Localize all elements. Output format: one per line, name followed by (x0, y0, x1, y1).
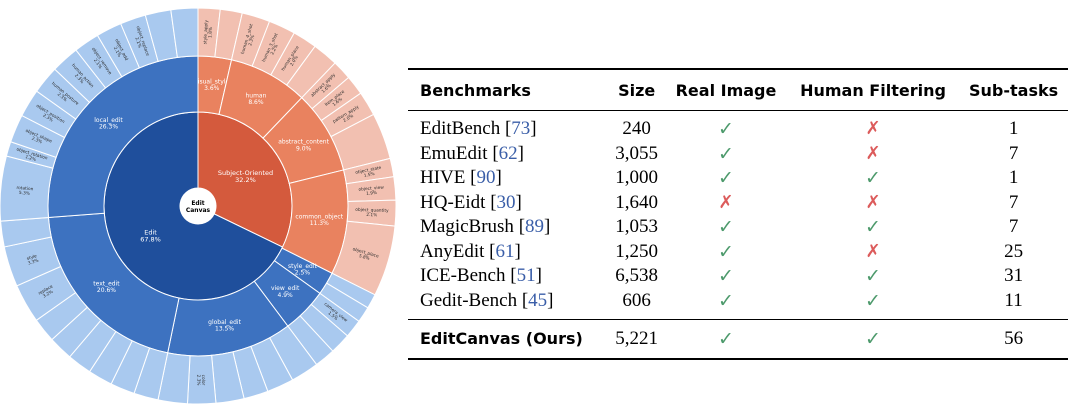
table-row: EditBench [73] 240 ✓ ✗ 1 (408, 111, 1068, 142)
sub-tasks-cell: 7 (1008, 216, 1019, 238)
table-row: Gedit-Bench [45] 606 ✓ ✓ 11 (408, 289, 1068, 320)
sub-tasks-cell: 56 (959, 319, 1068, 360)
segment-label-text-edit: text_edit 20.6% (93, 280, 120, 294)
real-image-cell: ✓ (718, 265, 734, 288)
segment-label-style: style3.3% (26, 253, 40, 267)
table-row: HQ-Eidt [30] 1,640 ✗ ✗ 7 (408, 191, 1068, 216)
real-image-cell: ✓ (665, 319, 787, 360)
ours-row: EditCanvas (Ours) 5,221 ✓ ✓ 56 (408, 319, 1068, 360)
segment-label-human: human 8.6% (245, 92, 266, 106)
human-filtering-cell: ✓ (786, 319, 960, 360)
segment-label-view-edit: view_edit 4.9% (271, 285, 300, 299)
segment-label-style-apply: style_apply1.8% (202, 19, 214, 44)
segment-label-object-state: object_state1.5% (355, 165, 383, 181)
human-filtering-cell: ✓ (865, 289, 881, 312)
table-row: ICE-Bench [51] 6,538 ✓ ✓ 31 (408, 264, 1068, 289)
citation-link[interactable]: 45 (528, 289, 548, 311)
citation-link[interactable]: 51 (516, 265, 536, 287)
size-cell: 3,055 (615, 142, 659, 164)
human-filtering-cell: ✗ (865, 118, 881, 140)
human-filtering-cell: ✓ (865, 167, 881, 190)
header-size: Size (608, 68, 666, 111)
real-image-cell: ✓ (718, 216, 734, 239)
human-filtering-cell: ✗ (865, 240, 881, 262)
segment-label-subject-oriented: Subject-Oriented 32.2% (218, 169, 273, 184)
header-benchmarks: Benchmarks (408, 68, 609, 111)
segment-label-visual-style: visual_style 3.6% (194, 79, 229, 93)
header-real-image: Real Image (665, 68, 787, 111)
sunburst-chart: Subject-Oriented 32.2% Edit 67.8% visual_sty… (0, 7, 397, 405)
benchmark-label: EmuEdit (420, 142, 488, 164)
benchmark-label: HQ-Eidt (420, 191, 486, 213)
sub-tasks-cell: 1 (1008, 167, 1019, 189)
sunburst-center-label: Edit Canvas (186, 200, 211, 214)
benchmark-name: MagicBrush [89] (420, 216, 551, 238)
citation-link[interactable]: 62 (498, 142, 518, 164)
sub-tasks-cell: 25 (1004, 240, 1024, 262)
segment-label-color: color2.3% (195, 374, 206, 385)
sub-tasks-cell: 7 (1008, 142, 1019, 164)
benchmark-label: MagicBrush (420, 216, 514, 238)
real-image-cell: ✓ (718, 167, 734, 190)
size-cell: 1,640 (615, 191, 659, 213)
size-cell: 1,250 (615, 240, 659, 262)
human-filtering-cell: ✓ (865, 216, 881, 239)
benchmark-name: HIVE [90] (420, 167, 502, 189)
benchmark-label: ICE-Bench (420, 265, 506, 287)
benchmark-label: AnyEdit (420, 240, 485, 262)
sub-tasks-cell: 31 (1004, 265, 1024, 287)
header-human-filtering: Human Filtering (786, 68, 960, 111)
benchmark-name: EmuEdit [62] (420, 142, 524, 164)
real-image-cell: ✓ (718, 240, 734, 263)
size-cell: 6,538 (615, 265, 659, 287)
segment-label-local-edit: local_edit 26.3% (94, 117, 123, 131)
human-filtering-cell: ✓ (865, 265, 881, 288)
benchmark-name: HQ-Eidt [30] (420, 191, 522, 213)
benchmark-comparison-table: Benchmarks Size Real Image Human Filteri… (408, 68, 1068, 360)
segment-label-abstract-content: abstract_content 9.0% (278, 139, 329, 153)
ours-name: EditCanvas (Ours) (408, 319, 609, 360)
sub-tasks-cell: 7 (1008, 191, 1019, 213)
table-row: AnyEdit [61] 1,250 ✓ ✗ 25 (408, 240, 1068, 265)
sub-tasks-cell: 11 (1004, 289, 1023, 311)
sunburst-center (180, 188, 216, 224)
table-row: HIVE [90] 1,000 ✓ ✓ 1 (408, 166, 1068, 191)
citation-link[interactable]: 30 (496, 191, 516, 213)
size-cell: 5,221 (608, 319, 666, 360)
benchmark-label: EditBench (420, 118, 501, 140)
size-cell: 606 (622, 289, 651, 311)
citation-link[interactable]: 89 (525, 216, 545, 238)
benchmark-label: Gedit-Bench (420, 289, 518, 311)
segment-label-object-view: object_view1.9% (358, 184, 385, 197)
human-filtering-cell: ✗ (865, 191, 881, 213)
benchmark-name: EditBench [73] (420, 118, 537, 140)
table-row: EmuEdit [62] 3,055 ✓ ✗ 7 (408, 142, 1068, 167)
table-header-row: Benchmarks Size Real Image Human Filteri… (408, 68, 1068, 111)
real-image-cell: ✓ (718, 142, 734, 165)
size-cell: 1,000 (615, 167, 659, 189)
table-row: MagicBrush [89] 1,053 ✓ ✓ 7 (408, 215, 1068, 240)
real-image-cell: ✓ (718, 289, 734, 312)
segment-label-style-edit: style_edit 2.5% (288, 263, 318, 277)
segment-label-object-quantity: object_quantity2.1% (355, 207, 389, 219)
header-sub-tasks: Sub-tasks (959, 68, 1068, 111)
segment-label-edit: Edit 67.8% (140, 228, 161, 243)
benchmark-name: AnyEdit [61] (420, 240, 521, 262)
real-image-cell: ✗ (718, 191, 734, 213)
benchmark-name: Gedit-Bench [45] (420, 289, 554, 311)
benchmark-name: ICE-Bench [51] (420, 265, 542, 287)
citation-link[interactable]: 61 (495, 240, 515, 262)
human-filtering-cell: ✗ (865, 142, 881, 164)
citation-link[interactable]: 90 (476, 167, 496, 189)
segment-label-global-edit: global_edit 13.5% (208, 319, 241, 333)
sunburst-segment-local-k (170, 7, 199, 58)
size-cell: 240 (622, 118, 651, 140)
segment-label-common-object: common_object 11.3% (295, 213, 343, 227)
segment-label-rotation: rotation5.3% (16, 185, 34, 197)
benchmark-label: HIVE (420, 167, 466, 189)
real-image-cell: ✓ (718, 118, 734, 141)
sub-tasks-cell: 1 (1008, 118, 1019, 140)
citation-link[interactable]: 73 (511, 118, 531, 140)
size-cell: 1,053 (615, 216, 659, 238)
